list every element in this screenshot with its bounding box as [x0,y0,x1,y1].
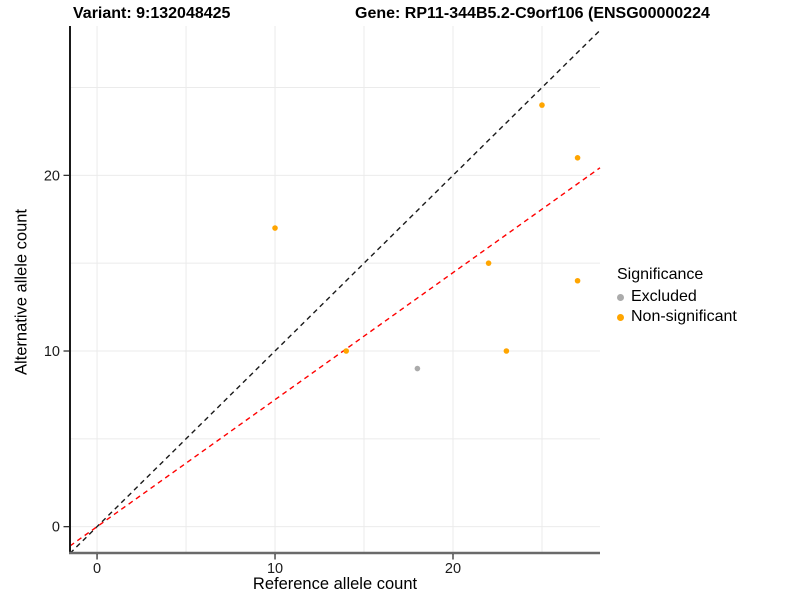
reference-lines [70,29,601,554]
point-excluded [414,365,421,372]
point-non-significant [343,348,350,354]
x-tick-label: 0 [93,561,101,577]
y-tick-label: 10 [44,344,60,360]
point-non-significant [539,102,545,108]
x-axis-title: Reference allele count [252,575,418,593]
legend-label: Excluded [631,288,697,305]
point-non-significant [574,155,581,161]
variant-title: Variant: 9:132048425 [73,5,231,22]
gene-title: Gene: RP11-344B5.2-C9orf106 (ENSG0000022… [355,5,710,22]
y-tick-label: 20 [44,168,60,184]
y-tick-label: 0 [52,520,60,536]
legend-item-non-significant: Non-significant [617,307,737,327]
x-tick-label: 20 [445,561,461,577]
identity-line [70,29,601,554]
legend-label: Non-significant [631,308,737,325]
non-significant-dot-icon [617,313,624,321]
legend: Significance Excluded Non-significant [617,266,737,327]
point-non-significant [485,260,492,266]
axes: 0 10 20 0 10 20 [44,26,600,577]
point-non-significant [503,348,510,354]
y-axis-title: Alternative allele count [12,208,31,376]
x-tick-label: 10 [267,561,283,577]
legend-title: Significance [617,266,704,283]
ratio-line [70,167,601,547]
gridlines [70,26,600,553]
data-points [272,102,581,372]
point-non-significant [272,225,278,231]
point-non-significant [574,277,581,284]
legend-item-excluded: Excluded [617,287,737,307]
excluded-dot-icon [617,293,624,301]
